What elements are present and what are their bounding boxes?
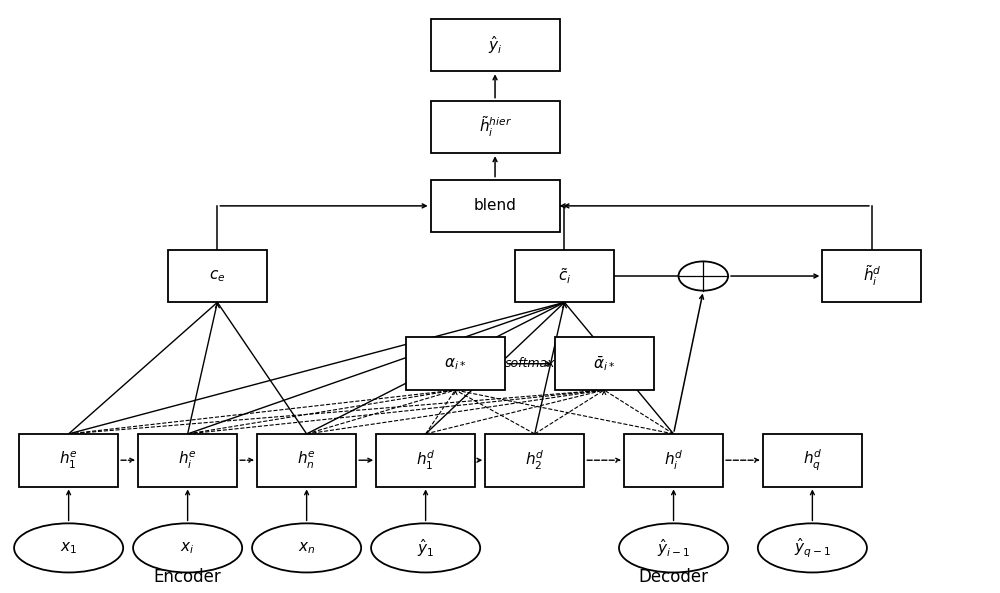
Text: Decoder: Decoder xyxy=(639,568,709,586)
Ellipse shape xyxy=(252,524,361,572)
Text: $h_i^d$: $h_i^d$ xyxy=(664,449,683,472)
FancyBboxPatch shape xyxy=(19,434,118,486)
Text: $h_i^e$: $h_i^e$ xyxy=(178,449,197,471)
Text: $\hat{y}_1$: $\hat{y}_1$ xyxy=(417,537,434,559)
Text: $\bar{\alpha}_{i*}$: $\bar{\alpha}_{i*}$ xyxy=(593,355,615,373)
Text: $h_q^d$: $h_q^d$ xyxy=(803,448,822,473)
Text: $c_e$: $c_e$ xyxy=(209,268,226,284)
FancyBboxPatch shape xyxy=(624,434,723,486)
Text: $x_n$: $x_n$ xyxy=(298,540,315,556)
FancyBboxPatch shape xyxy=(138,434,237,486)
Text: $\hat{y}_i$: $\hat{y}_i$ xyxy=(488,34,502,56)
FancyBboxPatch shape xyxy=(763,434,862,486)
Text: $x_i$: $x_i$ xyxy=(180,540,195,556)
FancyBboxPatch shape xyxy=(376,434,475,486)
FancyBboxPatch shape xyxy=(257,434,356,486)
FancyBboxPatch shape xyxy=(168,250,267,302)
Ellipse shape xyxy=(14,524,123,572)
FancyBboxPatch shape xyxy=(822,250,921,302)
Text: $x_1$: $x_1$ xyxy=(60,540,77,556)
FancyBboxPatch shape xyxy=(515,250,614,302)
FancyBboxPatch shape xyxy=(555,337,654,390)
Text: $\tilde{c}_i$: $\tilde{c}_i$ xyxy=(558,266,571,286)
Text: $h_2^d$: $h_2^d$ xyxy=(525,449,545,472)
Circle shape xyxy=(678,262,728,291)
FancyBboxPatch shape xyxy=(431,101,560,153)
Text: $h_1^e$: $h_1^e$ xyxy=(59,449,78,471)
Text: $h_n^e$: $h_n^e$ xyxy=(297,449,316,471)
Text: softmax: softmax xyxy=(505,357,555,370)
Text: $\hat{y}_{q-1}$: $\hat{y}_{q-1}$ xyxy=(794,536,831,560)
Text: $\tilde{h}_i^{hier}$: $\tilde{h}_i^{hier}$ xyxy=(479,114,512,139)
Text: blend: blend xyxy=(474,199,516,213)
Text: $\tilde{h}_i^d$: $\tilde{h}_i^d$ xyxy=(863,264,881,288)
Ellipse shape xyxy=(371,524,480,572)
FancyBboxPatch shape xyxy=(406,337,505,390)
Ellipse shape xyxy=(619,524,728,572)
FancyBboxPatch shape xyxy=(431,19,560,71)
Text: $\alpha_{i*}$: $\alpha_{i*}$ xyxy=(444,356,466,372)
Text: Encoder: Encoder xyxy=(154,568,222,586)
Ellipse shape xyxy=(758,524,867,572)
Text: $\hat{y}_{i-1}$: $\hat{y}_{i-1}$ xyxy=(657,537,690,559)
FancyBboxPatch shape xyxy=(485,434,584,486)
FancyBboxPatch shape xyxy=(431,180,560,232)
Text: $h_1^d$: $h_1^d$ xyxy=(416,449,435,472)
Ellipse shape xyxy=(133,524,242,572)
